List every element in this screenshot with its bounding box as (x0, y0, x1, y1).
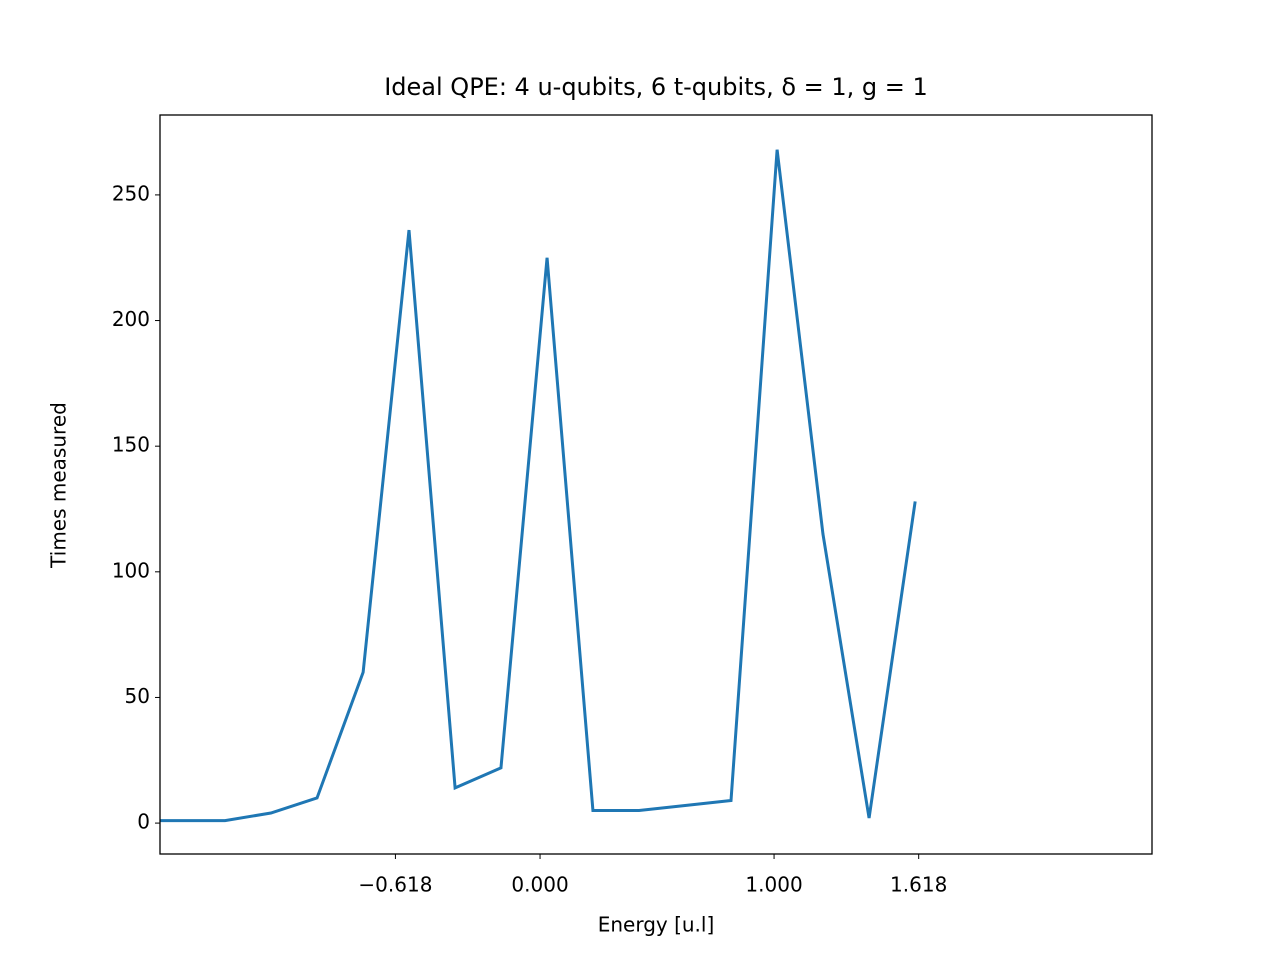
y-axis-label: Times measured (47, 402, 71, 569)
y-tick-label: 100 (112, 558, 150, 582)
x-tick-label: 0.000 (511, 873, 568, 897)
chart-title: Ideal QPE: 4 u-qubits, 6 t-qubits, δ = 1… (384, 73, 928, 101)
x-tick-label: 1.000 (745, 873, 802, 897)
x-axis-label: Energy [u.l] (598, 913, 715, 937)
x-tick-label: 1.618 (890, 873, 947, 897)
data-line (160, 149, 917, 823)
x-tick-label: −0.618 (358, 873, 432, 897)
y-tick-label: 150 (112, 433, 150, 457)
plot-frame (159, 114, 1153, 855)
y-tick-label: 200 (112, 307, 150, 331)
y-tick-label: 50 (125, 684, 150, 708)
y-tick-label: 250 (112, 181, 150, 205)
y-tick-label: 0 (137, 810, 150, 834)
